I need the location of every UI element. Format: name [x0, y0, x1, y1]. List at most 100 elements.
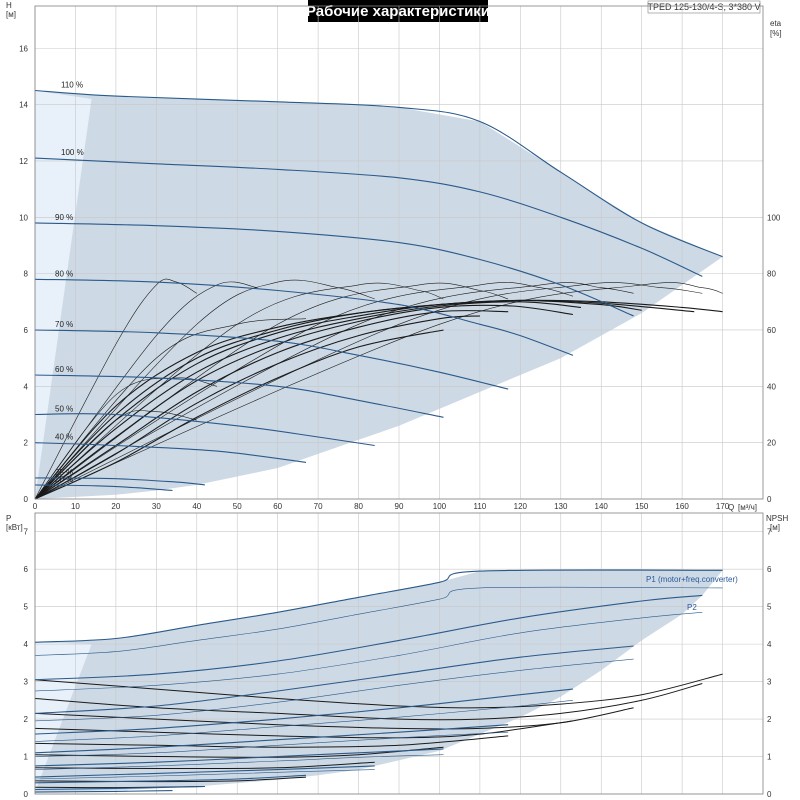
efficiency-curve	[34, 279, 375, 500]
y2-tick-label: 7	[767, 528, 772, 537]
y2-tick-label: 4	[767, 640, 772, 649]
head-curve	[34, 477, 205, 486]
speed-label: 110 %	[61, 81, 83, 90]
y-tick-label: 2	[24, 715, 29, 724]
x-tick-label: 70	[314, 502, 323, 511]
head-curve	[34, 484, 173, 492]
x-axis-unit-q: [м³/ч]	[738, 503, 757, 512]
efficiency-curve	[34, 282, 573, 500]
low-flow-area	[35, 90, 92, 499]
p1-curve	[34, 790, 173, 793]
y2-axis-unit-npsh: [м]	[770, 523, 780, 532]
speed-label: 40 %	[55, 433, 73, 442]
p2-curves	[34, 586, 723, 780]
y-tick-label: 8	[24, 270, 29, 279]
x-tick-label: 160	[675, 502, 689, 511]
p1-curve	[34, 774, 307, 784]
x-tick-label: 130	[554, 502, 568, 511]
p2-curve	[34, 731, 509, 757]
operating-envelope-top	[35, 90, 723, 499]
efficiency-curve	[34, 299, 642, 500]
y2-axis-label-eta: eta	[770, 19, 782, 28]
y2-tick-label: 80	[767, 270, 776, 279]
efficiency-curve	[34, 282, 703, 500]
x-tick-label: 50	[233, 502, 242, 511]
speed-label: 100 %	[61, 148, 84, 157]
head-curve	[34, 222, 634, 317]
head-curves	[34, 89, 723, 492]
y-tick-label: 7	[24, 528, 29, 537]
y2-tick-label: 5	[767, 603, 772, 612]
p1-curve	[34, 765, 375, 778]
efficiency-curve	[34, 318, 307, 500]
head-curve	[34, 374, 444, 418]
x-tick-label: 110	[474, 502, 487, 511]
head-curve	[34, 157, 703, 277]
speed-label: 25 %	[55, 468, 73, 477]
title-box	[308, 0, 488, 22]
p2-curve	[34, 754, 444, 770]
efficiency-curve	[34, 282, 444, 500]
speed-label: 50 %	[55, 404, 73, 413]
y2-tick-label: 1	[767, 753, 772, 762]
y2-tick-label: 0	[767, 790, 772, 799]
p1-curves	[34, 569, 723, 793]
y-tick-label: 12	[19, 157, 28, 166]
head-curve	[34, 413, 375, 447]
y-tick-label: 4	[24, 382, 29, 391]
p1-curve	[34, 748, 444, 767]
y2-tick-label: 0	[767, 495, 772, 504]
head-efficiency-panel: 110 %100 %90 %80 %70 %60 %50 %40 %25 %20…	[6, 1, 782, 512]
power-npsh-panel: 0 1 2 3 4 5 6 7 0 1 2 3 4 5 6 7 P [кВт] NPSH [м] P1 (mo…	[6, 512, 788, 799]
x-tick-label: 40	[192, 502, 201, 511]
p1-series-label: P1 (motor+freq.converter)	[646, 575, 738, 584]
x-tick-label: 30	[152, 502, 161, 511]
y-tick-label: 10	[19, 213, 28, 222]
x-tick-label: 140	[595, 502, 609, 511]
x-tick-label: 120	[514, 502, 528, 511]
y-axis-unit-p: [кВт]	[6, 523, 23, 532]
y-axis-unit-h: [м]	[6, 10, 16, 19]
p2-curve	[34, 586, 723, 656]
y-tick-label: 14	[19, 101, 28, 110]
y2-axis-label-npsh: NPSH	[766, 514, 788, 523]
plot-frame-bottom	[34, 512, 764, 795]
y2-tick-label: 100	[767, 213, 781, 222]
y-tick-label: 6	[24, 326, 29, 335]
axes-top: 0 10 20 30 40 50 60 70 80 90 100 110 120 130 140 150 160…	[19, 5, 781, 511]
envelope-area	[35, 90, 723, 499]
npsh-curve	[34, 776, 307, 783]
speed-label: 70 %	[55, 320, 73, 329]
x-axis-label-q: Q	[728, 503, 734, 512]
speed-label: 90 %	[55, 213, 73, 222]
model-box	[647, 0, 761, 14]
x-tick-label: 150	[635, 502, 649, 511]
x-tick-label: 90	[395, 502, 404, 511]
head-curve	[34, 89, 723, 258]
plot-frame-top	[34, 5, 764, 500]
model-label: TPED 125-130/4-S, 3*380 V	[647, 2, 760, 12]
npsh-curve	[34, 735, 509, 748]
p1-curve	[34, 724, 509, 754]
efficiency-curve	[34, 281, 258, 500]
efficiency-curve	[34, 299, 695, 500]
y2-tick-label: 20	[767, 439, 776, 448]
y-tick-label: 0	[24, 790, 29, 799]
head-curve	[34, 278, 574, 356]
y2-tick-label: 3	[767, 678, 772, 687]
y-tick-label: 6	[24, 565, 29, 574]
npsh-curve	[34, 683, 703, 721]
y-tick-label: 4	[24, 640, 29, 649]
p2-curve	[34, 658, 634, 722]
y2-tick-label: 2	[767, 715, 772, 724]
x-tick-label: 0	[33, 502, 38, 511]
x-tick-label: 10	[71, 502, 80, 511]
p2-curve	[34, 700, 573, 742]
y-tick-label: 5	[24, 603, 29, 612]
p1-curve	[34, 688, 573, 735]
x-tick-label: 60	[273, 502, 282, 511]
y-axis-label-p: P	[6, 514, 11, 523]
speed-label: 80 %	[55, 269, 73, 278]
y2-tick-label: 60	[767, 326, 776, 335]
